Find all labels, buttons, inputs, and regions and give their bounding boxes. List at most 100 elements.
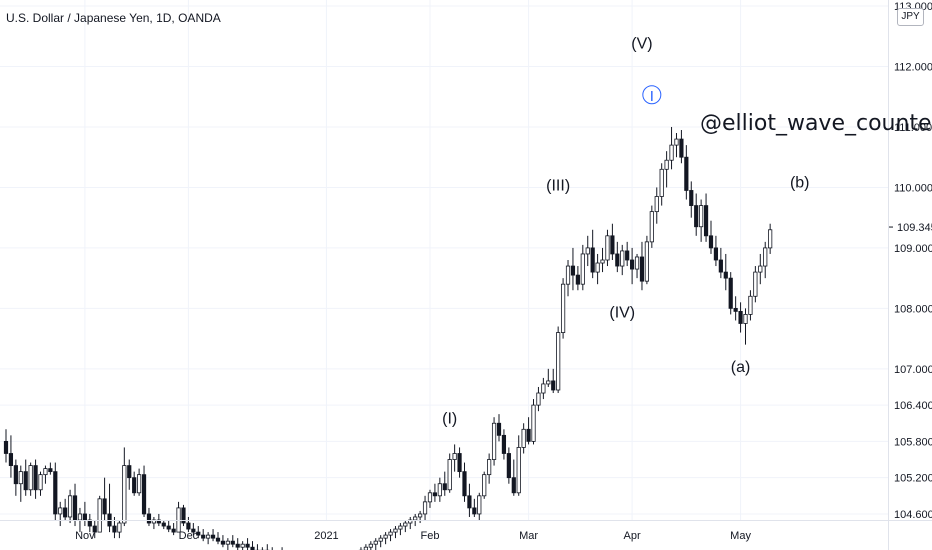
time-tick-label: 2021 bbox=[314, 530, 338, 542]
candle-body bbox=[166, 525, 171, 530]
candle-body bbox=[694, 205, 699, 228]
price-tick-label: 111.000 bbox=[894, 122, 932, 134]
candle-body bbox=[398, 525, 403, 530]
candle-body bbox=[92, 525, 97, 533]
time-tick-label: May bbox=[730, 530, 751, 542]
candle-body bbox=[556, 332, 561, 391]
candle-body bbox=[250, 546, 255, 550]
candle-body bbox=[363, 546, 368, 550]
candle-body bbox=[18, 471, 23, 485]
candle-body bbox=[674, 138, 679, 146]
candle-body bbox=[487, 459, 492, 476]
candle-body bbox=[728, 277, 733, 309]
candle-body bbox=[733, 307, 738, 312]
candle-body bbox=[703, 205, 709, 237]
price-tick-label: 109.000 bbox=[894, 243, 932, 255]
candle-body bbox=[708, 235, 714, 249]
candle-body bbox=[452, 453, 457, 460]
candle-body bbox=[620, 250, 625, 267]
candle-body bbox=[713, 247, 719, 261]
candle-body bbox=[743, 314, 748, 324]
candle-body bbox=[496, 422, 502, 436]
price-tick-label: 112.000 bbox=[894, 62, 932, 74]
candle-body bbox=[245, 543, 250, 548]
candle-body bbox=[58, 507, 63, 515]
candle-body bbox=[541, 383, 546, 394]
candle-body bbox=[615, 253, 620, 267]
candle-body bbox=[699, 205, 704, 228]
candle-body bbox=[220, 540, 226, 545]
candle-body bbox=[654, 196, 659, 213]
candle-body bbox=[565, 265, 571, 285]
candle-body bbox=[536, 392, 541, 406]
candle-body bbox=[388, 531, 393, 536]
candle-body bbox=[418, 513, 423, 518]
wave-labels: (I) (III) (IV) (V) I (a) (b) bbox=[442, 35, 809, 427]
candle-body bbox=[378, 537, 383, 542]
candle-body bbox=[3, 440, 9, 454]
candle-body bbox=[48, 468, 53, 473]
candle-body bbox=[551, 380, 556, 391]
candle-body bbox=[511, 477, 516, 494]
candle-body bbox=[122, 465, 127, 524]
candle-body bbox=[595, 262, 600, 273]
candle-body bbox=[753, 271, 758, 297]
candle-body bbox=[689, 190, 694, 206]
candle-body bbox=[590, 247, 595, 273]
candle-body bbox=[53, 471, 58, 515]
wave-label: (III) bbox=[546, 177, 570, 194]
candle-body bbox=[763, 247, 768, 267]
candle-body bbox=[225, 540, 230, 545]
candle-body bbox=[82, 513, 87, 521]
candle-body bbox=[161, 522, 166, 527]
candle-body bbox=[442, 483, 447, 491]
candle-body bbox=[472, 507, 477, 515]
candle-body bbox=[13, 465, 18, 485]
candle-body bbox=[171, 528, 176, 533]
candle-body bbox=[649, 211, 654, 243]
candle-body bbox=[413, 516, 418, 521]
candle-body bbox=[181, 507, 186, 524]
candle-body bbox=[580, 253, 585, 285]
currency-button[interactable]: JPY bbox=[897, 8, 924, 26]
candle-body bbox=[758, 265, 763, 273]
time-tick-label: Mar bbox=[519, 530, 538, 542]
candle-body bbox=[768, 229, 773, 249]
candle-body bbox=[684, 156, 689, 191]
price-axis: 113.000112.000111.000110.000109.000108.0… bbox=[888, 0, 932, 550]
candle-body bbox=[585, 247, 590, 255]
price-tick-label: 105.200 bbox=[894, 473, 932, 485]
wave-label: (b) bbox=[790, 174, 810, 191]
time-tick-label: Apr bbox=[624, 530, 641, 542]
candle-body bbox=[630, 259, 635, 270]
candle-body bbox=[77, 513, 83, 521]
candle-body bbox=[718, 259, 723, 273]
candle-body bbox=[748, 295, 753, 315]
price-tick-label: 107.000 bbox=[894, 364, 932, 376]
candle-body bbox=[201, 534, 206, 539]
candle-body bbox=[102, 498, 107, 515]
candle-body bbox=[432, 492, 438, 497]
candle-body bbox=[28, 465, 33, 491]
candle-body bbox=[132, 477, 137, 494]
candle-body bbox=[738, 310, 743, 324]
candle-body bbox=[63, 507, 68, 518]
candle-body bbox=[477, 495, 482, 515]
candle-body bbox=[570, 265, 576, 276]
candle-body bbox=[403, 522, 408, 527]
candle-body bbox=[600, 259, 605, 264]
candle-body bbox=[457, 453, 462, 473]
wave-label: (a) bbox=[731, 359, 751, 376]
time-tick-label: Feb bbox=[420, 530, 439, 542]
candle-body bbox=[196, 531, 201, 536]
candle-body bbox=[482, 474, 487, 497]
wave-label: I bbox=[650, 88, 654, 105]
candle-body bbox=[521, 428, 526, 448]
price-tick-label: 105.800 bbox=[894, 436, 932, 448]
candle-body bbox=[644, 241, 650, 282]
candle-body bbox=[235, 543, 240, 548]
chart-grid bbox=[0, 0, 888, 520]
candle-body bbox=[467, 495, 472, 509]
candle-body bbox=[664, 159, 669, 170]
